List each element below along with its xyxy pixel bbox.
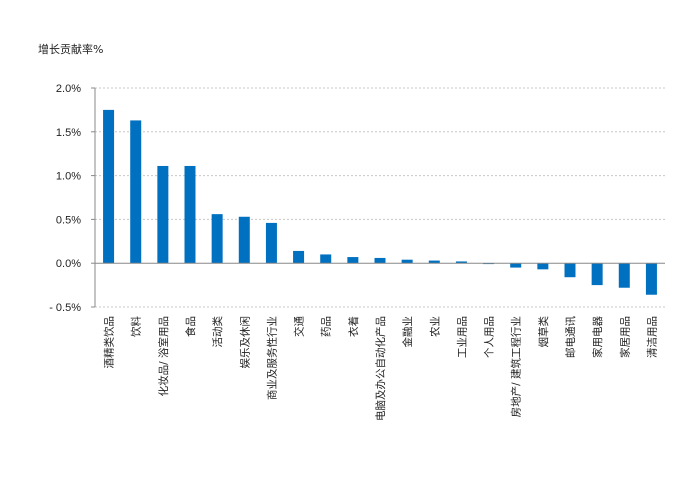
x-category-label: 药品 (321, 316, 333, 337)
x-category-label: 衣着 (347, 316, 360, 337)
bar (537, 263, 549, 270)
x-axis-categories: 酒精类饮品 饮料 化妆品/ 浴室用品 食品 活动类 娱乐及休闲 商业及服务性行业 交通 药品 衣着… (103, 316, 659, 421)
x-category-label: 食品 (184, 316, 197, 337)
bar (455, 261, 467, 264)
bar (293, 250, 305, 264)
y-tick-label: 1.5% (56, 127, 81, 139)
bar (401, 259, 413, 264)
x-category-label: 饮料 (130, 316, 143, 337)
y-tick-label: 0.0% (56, 258, 81, 270)
y-tick-label: - 0.5% (49, 302, 81, 314)
x-category-label: 活动类 (211, 316, 224, 348)
x-category-label: 房地产/ 建筑工程行业 (510, 316, 523, 417)
y-axis-ticks: 2.0% 1.5% 1.0% 0.5% 0.0% - 0.5% (49, 83, 95, 314)
x-category-label: 农业 (428, 316, 441, 337)
bar (645, 263, 657, 295)
bar (211, 214, 223, 264)
bars (103, 109, 657, 295)
x-category-label: 家用电器 (591, 316, 604, 358)
x-category-label: 工业用品 (456, 316, 468, 358)
x-category-label: 清洁用品 (645, 316, 658, 358)
bar (157, 165, 169, 264)
bar (374, 257, 386, 264)
bar (320, 254, 332, 264)
y-axis-label: 增长贡献率% (38, 42, 103, 56)
x-category-label: 交通 (293, 316, 306, 337)
x-category-label: 金融业 (401, 316, 414, 348)
bar (428, 260, 440, 264)
y-tick-label: 0.5% (56, 214, 81, 226)
x-category-label: 烟草类 (537, 316, 550, 348)
bar (618, 263, 630, 288)
bar (103, 109, 115, 264)
y-tick-label: 2.0% (56, 83, 81, 95)
x-category-label: 娱乐及休闲 (238, 316, 251, 369)
bar (238, 216, 250, 264)
x-category-label: 电脑及办公自动化产品 (374, 316, 387, 421)
bar (265, 222, 277, 264)
bar (130, 120, 142, 264)
bar (591, 263, 603, 286)
y-tick-label: 1.0% (56, 171, 81, 183)
x-category-label: 家居用品 (618, 316, 631, 358)
x-category-label: 商业及服务性行业 (265, 316, 278, 400)
bar (510, 263, 522, 268)
gridlines (95, 87, 665, 308)
bar (184, 165, 196, 264)
x-category-label: 酒精类饮品 (103, 316, 116, 369)
bar (347, 257, 359, 264)
x-category-label: 个人用品 (484, 316, 496, 358)
bar (564, 263, 576, 278)
x-category-label: 化妆品/ 浴室用品 (157, 316, 170, 396)
x-category-label: 邮电通讯 (564, 316, 577, 358)
